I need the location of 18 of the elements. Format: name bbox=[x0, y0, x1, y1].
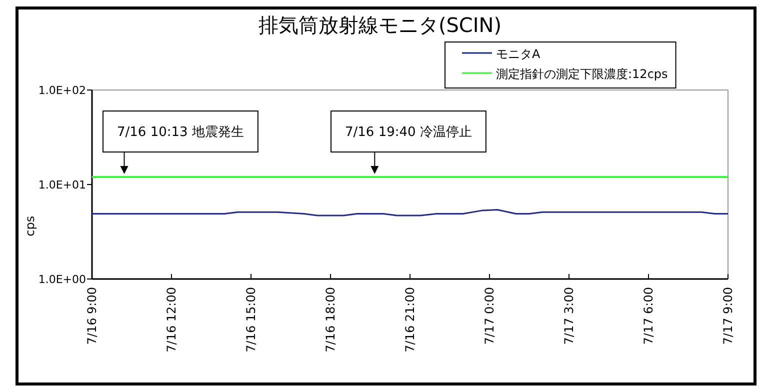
annotation: 7/16 10:13 地震発生 bbox=[117, 125, 244, 140]
x-tick-label: 7/17 3:00 bbox=[562, 287, 576, 345]
y-tick-label: 1.0E+01 bbox=[38, 178, 86, 192]
chart-title: 排気筒放射線モニタ(SCIN) bbox=[258, 13, 502, 37]
x-tick-label: 7/17 6:00 bbox=[642, 287, 656, 345]
x-tick-label: 7/17 0:00 bbox=[482, 287, 496, 345]
x-tick-label: 7/16 12:00 bbox=[164, 287, 178, 352]
x-tick-label: 7/17 9:00 bbox=[721, 287, 735, 345]
y-axis-title: cps bbox=[23, 216, 37, 236]
legend-label: 測定指針の測定下限濃度:12cps bbox=[496, 67, 668, 81]
x-tick-label: 7/16 15:00 bbox=[244, 287, 258, 352]
x-tick-label: 7/16 18:00 bbox=[324, 287, 338, 352]
legend-label: モニタA bbox=[496, 47, 541, 61]
y-tick-label: 1.0E+02 bbox=[38, 84, 86, 97]
x-tick-label: 7/16 9:00 bbox=[85, 287, 99, 345]
y-tick-label: 1.0E+00 bbox=[38, 273, 86, 286]
x-tick-label: 7/16 21:00 bbox=[403, 287, 417, 352]
annotation: 7/16 19:40 冷温停止 bbox=[345, 125, 472, 140]
